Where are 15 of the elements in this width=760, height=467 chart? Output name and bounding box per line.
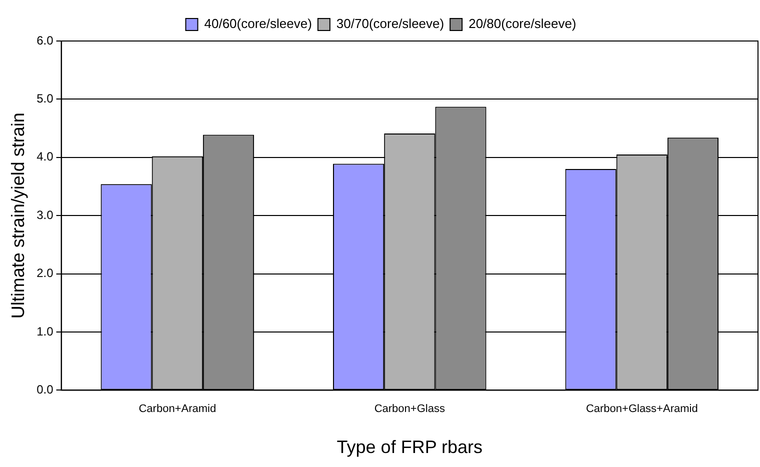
x-tick-label: Carbon+Glass+Aramid	[586, 402, 698, 415]
x-axis-title: Type of FRP rbars	[336, 437, 483, 458]
x-tick-label: Carbon+Aramid	[138, 402, 216, 415]
y-tick-label: 5.0	[36, 92, 54, 106]
x-tick-label: Carbon+Glass	[374, 402, 446, 415]
legend-label: 30/70(core/sleeve)	[336, 16, 444, 32]
y-tick-label: 3.0	[36, 208, 54, 222]
legend-label: 40/60(core/sleeve)	[204, 16, 312, 32]
y-tick-label: 0.0	[36, 382, 54, 397]
y-axis-title: Ultimate strain/yield strain	[8, 112, 28, 319]
y-tick-label: 6.0	[36, 33, 54, 48]
y-tick-label: 2.0	[36, 266, 54, 280]
legend-label: 20/80(core/sleeve)	[468, 16, 576, 32]
y-tick-label: 4.0	[36, 150, 54, 164]
y-tick-label: 1.0	[36, 324, 54, 338]
